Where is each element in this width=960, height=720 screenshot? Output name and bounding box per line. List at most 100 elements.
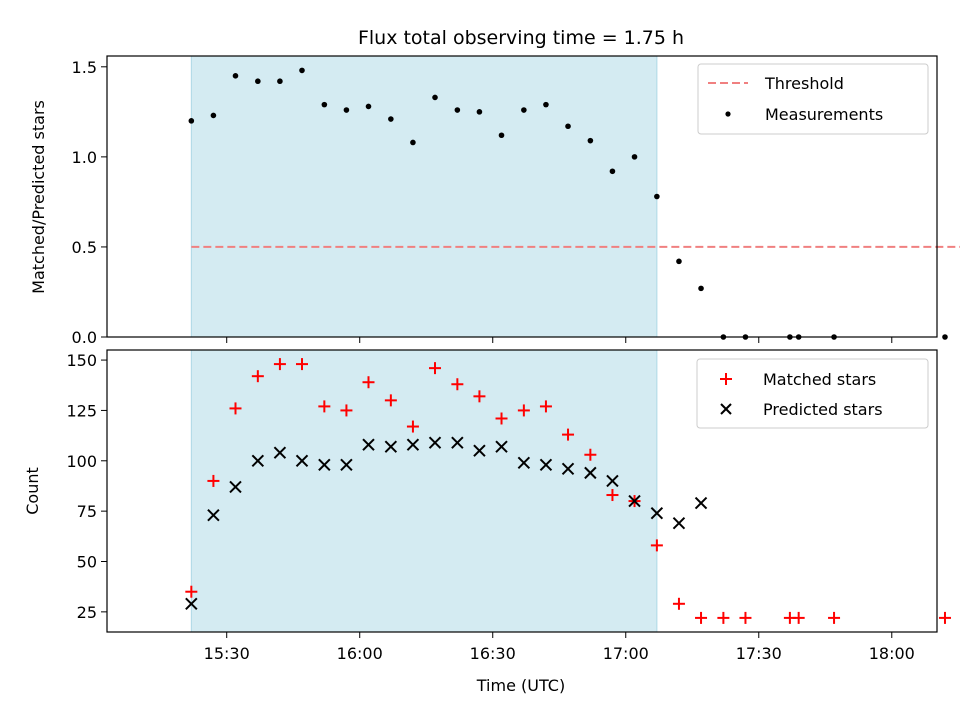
matched-stars-point [792,611,805,624]
predicted-stars-point [406,438,420,451]
predicted-stars-point-b [473,444,486,457]
top-observing-window [190,55,658,338]
y-tick-label: 0.0 [72,328,97,347]
matched-stars-point [295,358,308,371]
predicted-stars-point [207,508,220,522]
measurement-point [365,103,372,110]
x-tick-label: 16:30 [470,644,516,663]
matched-stars-point [340,404,353,417]
measurement-point [521,107,527,113]
predicted-stars-point [495,440,508,453]
measurement-point [188,118,195,124]
predicted-stars-point [295,454,309,467]
matched-stars-point [739,611,752,624]
predicted-stars-point-b [362,438,375,451]
predicted-stars-point [539,458,553,472]
x-tick-label: 17:30 [736,644,782,663]
top-legend-measurements-swatch [725,111,731,117]
predicted-stars-point-b [628,494,641,508]
matched-stars-point [207,474,220,487]
measurement-point [631,154,638,160]
matched-stars-point [695,611,708,624]
predicted-stars-point-b [251,454,265,467]
top-y-ticks: 0.0 0.5 1.0 1.5 [72,58,107,347]
measurement-point [343,107,350,113]
bottom-y-ticks: 25 50 75 100 125 150 [66,351,107,622]
measurement-point [698,285,704,292]
matched-stars-point [606,489,619,502]
matched-stars-point [318,400,331,413]
x-tick-label: 15:30 [204,644,250,663]
predicted-stars-point [318,458,331,472]
bottom-shaded-region [190,349,658,633]
measurement-point [587,137,594,144]
predicted-stars-point-b [650,506,664,520]
predicted-stars-point [384,440,398,453]
predicted-stars-point [672,517,686,530]
top-legend-measurements-label: Measurements [765,105,883,124]
measurement-point [277,78,283,85]
bottom-legend: Matched stars Predicted stars [696,358,929,429]
matched-stars-point [517,404,530,417]
measurement-point [498,132,505,139]
measurement-point [388,116,394,122]
bottom-x-ticks: 15:30 16:00 16:30 17:00 17:30 18:00 [204,632,915,663]
y-tick-label: 1.5 [72,58,97,77]
measurement-point [410,139,416,146]
top-x-ticks [226,337,893,343]
measurement-point [654,193,660,200]
predicted-stars-point [451,436,464,449]
measurement-point [476,109,483,115]
top-shaded-region [190,55,658,338]
top-legend-box [697,63,929,135]
bottom-legend-matched-label: Matched stars [763,370,876,389]
predicted-stars-point [185,597,198,611]
y-tick-label: 150 [66,351,97,370]
matched-stars-point [672,597,685,610]
measurement-point [210,112,217,119]
y-tick-label: 75 [77,502,97,521]
matched-stars-point [717,611,730,624]
predicted-stars-point-b [406,438,420,451]
x-tick-label: 17:00 [603,644,649,663]
x-axis-label: Time (UTC) [476,676,565,695]
predicted-stars-point [584,466,597,480]
predicted-stars-point [229,480,242,494]
predicted-stars-point [273,446,287,459]
matched-stars-point [584,448,597,461]
x-tick-label: 16:00 [337,644,383,663]
predicted-stars-point [650,506,664,520]
matched-stars-point [362,376,375,389]
predicted-stars-point [362,438,375,451]
measurement-point [454,107,461,113]
measurement-point [255,78,261,85]
measurement-point [321,101,328,108]
predicted-stars-point-b [318,458,331,472]
predicted-stars-point-b [384,440,398,453]
predicted-stars-point-b [185,597,198,611]
matched-stars-point [273,358,286,371]
predicted-stars-point [340,458,353,472]
y-tick-label: 125 [66,401,97,420]
bottom-plot-frame [106,349,938,633]
matched-stars-point [650,539,663,552]
chart-title: Flux total observing time = 1.75 h [358,27,684,49]
matched-stars-point [429,362,442,375]
bottom-legend-matched-swatch [720,373,732,385]
bottom-series [185,358,951,624]
predicted-stars-point [251,454,265,467]
predicted-stars-point [606,474,619,488]
measurement-point [299,67,305,74]
matched-stars-point [384,394,397,407]
matched-stars-point [251,370,264,383]
matched-stars-point [495,412,508,425]
predicted-stars-point-b [229,480,242,494]
y-tick-label: 50 [77,553,97,572]
y-tick-label: 1.0 [72,148,97,167]
predicted-stars-point-b [273,446,287,459]
predicted-stars-point [694,496,708,510]
x-tick-label: 18:00 [869,644,915,663]
top-legend: Threshold Measurements [697,63,929,135]
predicted-stars-point-b [539,458,553,472]
top-series [188,67,960,340]
